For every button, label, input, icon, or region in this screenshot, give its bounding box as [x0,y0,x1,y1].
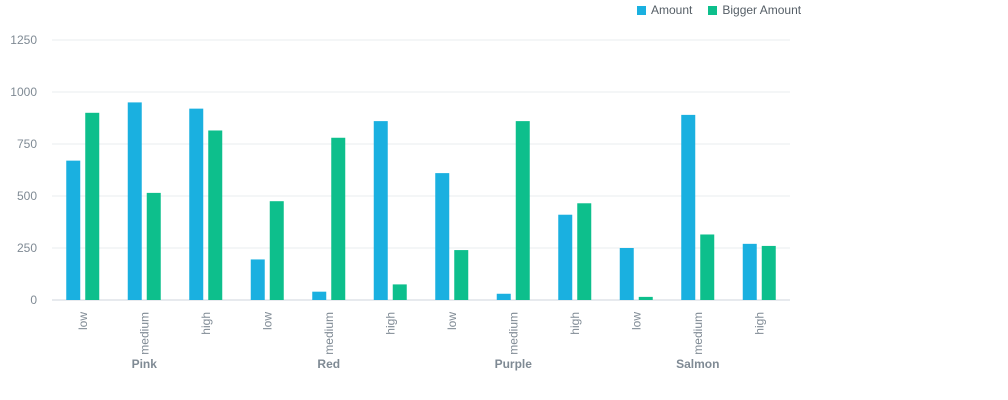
bar-amount [681,114,696,300]
chart-legend: Amount Bigger Amount [637,3,801,17]
x-tick-label: medium [322,312,336,355]
bar-bigger-amount [85,112,100,300]
legend-item-amount[interactable]: Amount [637,3,692,17]
bar-bigger-amount [269,201,284,300]
bar-amount [66,160,81,300]
bar-amount [373,121,388,301]
bar-bigger-amount [454,250,469,300]
x-tick-label: high [752,312,766,335]
bar-amount [619,248,634,300]
y-tick-label: 750 [17,137,37,151]
y-tick-label: 250 [17,241,37,255]
bar-bigger-amount [146,192,161,300]
bar-bigger-amount [700,234,715,300]
group-label: Red [317,357,340,371]
legend-label-amount: Amount [651,3,693,17]
bar-bigger-amount [515,121,530,301]
bar-bigger-amount [577,203,592,300]
y-tick-label: 500 [17,189,37,203]
x-tick-label: low [76,312,90,330]
x-tick-label: high [199,312,213,335]
bar-amount [312,291,327,300]
x-tick-label: low [445,312,459,330]
group-label: Salmon [676,357,719,371]
bar-amount [127,102,142,301]
bar-bigger-amount [331,137,346,300]
bar-bigger-amount [638,296,653,300]
x-tick-label: low [260,312,274,330]
bar-amount [189,108,204,300]
group-label: Purple [495,357,533,371]
y-tick-label: 1000 [10,85,37,99]
bar-amount [742,243,757,300]
y-tick-label: 0 [30,293,37,307]
x-tick-label: medium [137,312,151,355]
legend-label-bigger-amount: Bigger Amount [722,3,802,17]
x-tick-label: high [568,312,582,335]
bar-amount [250,259,265,300]
x-tick-label: medium [506,312,520,355]
legend-item-bigger-amount[interactable]: Bigger Amount [708,3,801,17]
bar-amount [496,293,511,300]
bar-amount [558,214,573,300]
bar-bigger-amount [208,130,223,300]
bar-bigger-amount [761,245,776,300]
group-label: Pink [132,357,158,371]
legend-swatch-amount [637,5,646,15]
x-tick-label: medium [691,312,705,355]
bar-amount [435,173,450,300]
x-tick-label: low [629,312,643,330]
legend-swatch-bigger-amount [708,5,718,15]
bar-bigger-amount [392,284,407,300]
x-tick-label: high [383,312,397,335]
y-tick-label: 1250 [10,33,37,47]
